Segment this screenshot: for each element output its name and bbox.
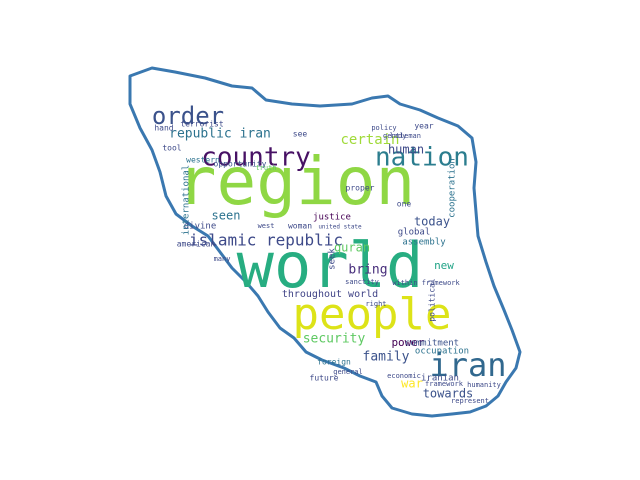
- cloud-word-human: human: [388, 143, 424, 157]
- cloud-word-power: power: [391, 336, 424, 349]
- cloud-word-iranian: iranian: [421, 374, 459, 384]
- cloud-word-quran: quran: [334, 241, 370, 255]
- cloud-word-towards: towards: [423, 387, 474, 401]
- cloud-word-region: region: [177, 143, 415, 220]
- cloud-word-terrorist: terrorist: [180, 120, 224, 129]
- iran-map-outline: [128, 66, 522, 418]
- cloud-word-republic-iran: republic iran: [169, 127, 271, 142]
- cloud-word-policy: policy: [371, 124, 396, 132]
- cloud-word-occupation: occupation: [415, 347, 469, 357]
- cloud-word-family: family: [363, 350, 410, 365]
- cloud-word-gentleman: gentleman: [383, 132, 421, 140]
- cloud-word-islamic-republic: islamic republic: [189, 231, 343, 250]
- cloud-word-west: west: [258, 222, 275, 230]
- cloud-word-humanity: humanity: [467, 381, 501, 389]
- cloud-word-cooperation: cooperation: [448, 158, 458, 218]
- cloud-word-divine: divine: [184, 222, 217, 232]
- cloud-word-country: country: [201, 143, 311, 173]
- cloud-word-proper: proper: [346, 184, 375, 193]
- cloud-word-tool: tool: [162, 144, 181, 153]
- cloud-word-world: world: [237, 229, 424, 302]
- cloud-word-year: year: [414, 122, 433, 131]
- cloud-word-assembly: assembly: [402, 238, 446, 248]
- cloud-word-woman: woman: [288, 222, 312, 231]
- cloud-word-justice: justice: [313, 213, 351, 223]
- cloud-word-one: one: [397, 200, 412, 209]
- cloud-word-commitment: commitment: [405, 339, 459, 349]
- cloud-word-seek: seek: [328, 248, 338, 270]
- cloud-word-truth: truth: [255, 164, 276, 172]
- cloud-word-western: western: [186, 156, 220, 165]
- cloud-word-iran: iran: [429, 346, 506, 384]
- cloud-word-framework: framework: [425, 380, 464, 388]
- cloud-word-people: people: [293, 289, 452, 340]
- cloud-word-bring: bring: [348, 263, 387, 278]
- cloud-word-security: security: [303, 332, 366, 347]
- cloud-word-throughout-world: throughout world: [282, 289, 378, 300]
- cloud-word-within-framework: within framework: [392, 279, 460, 287]
- cloud-word-new: new: [434, 259, 454, 272]
- cloud-word-sanctity: sanctity: [345, 278, 379, 286]
- cloud-word-international: international: [182, 165, 192, 235]
- cloud-word-seen: seen: [212, 209, 241, 223]
- cloud-word-american: american: [177, 240, 216, 249]
- cloud-word-opportunity: opportunity: [214, 160, 267, 169]
- cloud-word-see: see: [293, 130, 308, 139]
- cloud-word-global: global: [398, 228, 431, 238]
- cloud-word-foreign: foreign: [317, 358, 351, 367]
- cloud-word-lady: lady: [390, 132, 407, 140]
- cloud-word-hand: hand: [154, 124, 173, 133]
- cloud-word-nation: nation: [375, 143, 469, 173]
- cloud-word-future: future: [310, 374, 339, 383]
- cloud-word-united-state: united state: [318, 224, 362, 231]
- cloud-word-economic: economic: [387, 372, 421, 380]
- cloud-word-political: political: [428, 278, 437, 322]
- cloud-word-right: right: [365, 300, 386, 308]
- cloud-word-certain: certain: [340, 132, 399, 148]
- cloud-word-general: general: [333, 368, 363, 376]
- cloud-word-many: many: [214, 255, 231, 263]
- cloud-word-war: war: [401, 377, 423, 391]
- cloud-word-order: order: [152, 102, 224, 130]
- cloud-word-today: today: [414, 215, 450, 229]
- cloud-word-represent: represent: [451, 397, 489, 405]
